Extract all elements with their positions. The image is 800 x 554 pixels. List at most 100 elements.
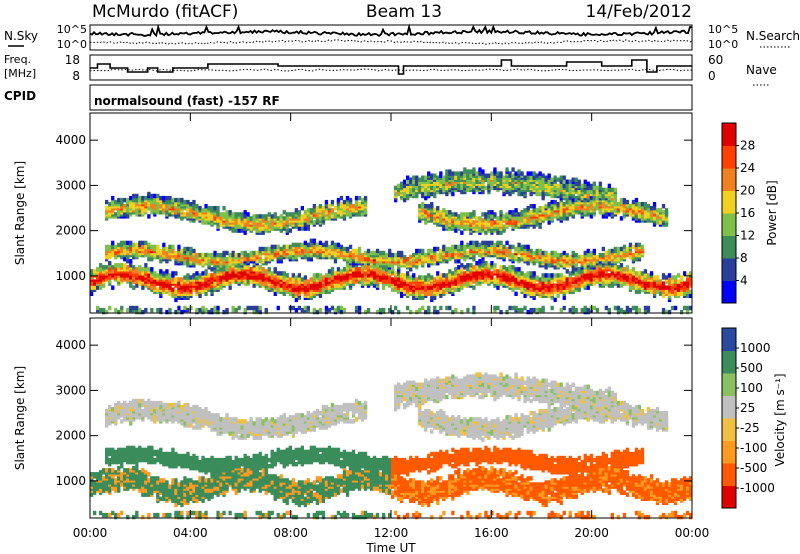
radar-cell	[177, 277, 181, 282]
radar-cell	[541, 183, 545, 189]
radar-cell	[493, 220, 497, 225]
radar-cell	[550, 177, 554, 182]
radar-cell	[129, 259, 133, 264]
radar-cell	[369, 281, 374, 286]
radar-cell	[664, 309, 669, 315]
radar-cell	[628, 277, 633, 282]
radar-cell	[330, 271, 335, 276]
radar-cell	[448, 218, 452, 223]
radar-cell	[117, 277, 121, 282]
radar-cell	[661, 307, 666, 313]
nsearch-tick-bottom: 10^0	[708, 38, 738, 51]
radar-cell	[114, 307, 118, 313]
radar-cell	[240, 216, 244, 221]
radar-cell	[436, 175, 440, 180]
radar-cell	[550, 199, 554, 205]
radar-cell	[270, 244, 274, 250]
radar-cell	[601, 214, 605, 219]
radar-cell	[394, 252, 398, 258]
radar-cell	[475, 281, 479, 286]
radar-cell	[424, 210, 428, 215]
radar-cell	[159, 210, 163, 215]
radar-cell	[562, 212, 566, 217]
radar-cell	[655, 275, 660, 280]
radar-cell	[285, 244, 289, 250]
radar-cell	[168, 291, 172, 296]
radar-cell	[409, 309, 413, 315]
radar-cell	[493, 167, 497, 172]
radar-cell	[517, 216, 521, 221]
radar-cell	[427, 171, 431, 176]
radar-cell	[180, 261, 184, 266]
radar-cell	[406, 285, 410, 290]
radar-cell	[258, 246, 262, 252]
radar-cell	[132, 273, 136, 278]
radar-cell	[535, 275, 539, 280]
radar-cell	[288, 222, 292, 227]
radar-cell	[646, 273, 651, 278]
radar-cell	[123, 248, 127, 254]
radar-cell	[321, 287, 326, 292]
radar-cell	[448, 169, 452, 174]
radar-cell	[574, 252, 578, 258]
radar-cell	[664, 208, 669, 213]
radar-cell	[339, 269, 344, 274]
radar-cell	[141, 271, 145, 276]
radar-cell	[394, 185, 398, 191]
radar-cell	[327, 273, 332, 278]
radar-cell	[526, 271, 530, 276]
radar-cell	[264, 214, 268, 219]
radar-cell	[342, 199, 347, 205]
radar-cell	[646, 204, 651, 209]
radar-cell	[270, 283, 274, 288]
radar-cell	[201, 208, 205, 213]
radar-cell	[315, 242, 320, 248]
radar-cell	[189, 212, 193, 217]
radar-cell	[144, 267, 148, 272]
radar-cell	[330, 244, 335, 250]
radar-cell	[460, 230, 464, 235]
radar-cell	[631, 305, 636, 311]
radar-cell	[538, 252, 542, 258]
radar-cell	[354, 305, 359, 311]
radar-cell	[433, 193, 437, 199]
radar-cell	[520, 183, 524, 189]
radar-cell	[544, 183, 548, 189]
radar-cell	[303, 279, 307, 284]
radar-cell	[312, 252, 316, 258]
radar-cell	[243, 222, 247, 227]
radar-cell	[183, 305, 187, 311]
radar-cell	[493, 277, 497, 282]
radar-cell	[114, 254, 118, 260]
radar-cell	[279, 246, 283, 252]
radar-cell	[129, 275, 133, 280]
radar-cell	[523, 208, 527, 213]
radar-cell	[475, 216, 479, 221]
radar-cell	[336, 305, 341, 311]
radar-cell	[562, 179, 566, 184]
radar-cell	[342, 206, 347, 211]
radar-cell	[126, 240, 130, 246]
radar-cell	[201, 252, 205, 258]
radar-cell	[198, 259, 202, 264]
radar-cell	[156, 197, 160, 203]
radar-cell	[105, 244, 109, 250]
radar-cell	[412, 179, 416, 184]
radar-cell	[616, 305, 621, 311]
radar-cell	[363, 309, 368, 315]
radar-cell	[273, 212, 277, 217]
radar-cell	[535, 173, 539, 178]
radar-cell	[469, 212, 473, 217]
radar-cell	[496, 273, 500, 278]
radar-cell	[472, 257, 476, 262]
radar-cell	[553, 283, 557, 288]
radar-cell	[436, 309, 440, 315]
radar-cell	[324, 277, 329, 282]
radar-cell	[586, 269, 590, 274]
radar-cell	[568, 307, 572, 313]
radar-cell	[415, 283, 419, 288]
radar-cell	[282, 271, 286, 276]
radar-cell	[165, 279, 169, 284]
radar-cell	[412, 273, 416, 278]
